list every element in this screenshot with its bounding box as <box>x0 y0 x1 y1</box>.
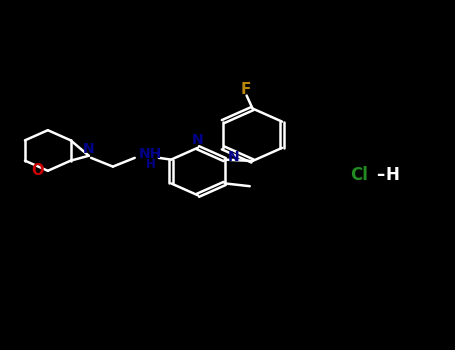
Text: H: H <box>146 158 156 171</box>
Text: H: H <box>385 166 399 184</box>
Text: –: – <box>376 166 384 184</box>
Text: F: F <box>241 82 251 97</box>
Text: Cl: Cl <box>350 166 369 184</box>
Text: N: N <box>83 142 95 156</box>
Text: O: O <box>31 163 44 178</box>
Text: N: N <box>192 133 204 147</box>
Text: N: N <box>228 150 240 164</box>
Text: NH: NH <box>139 147 162 161</box>
